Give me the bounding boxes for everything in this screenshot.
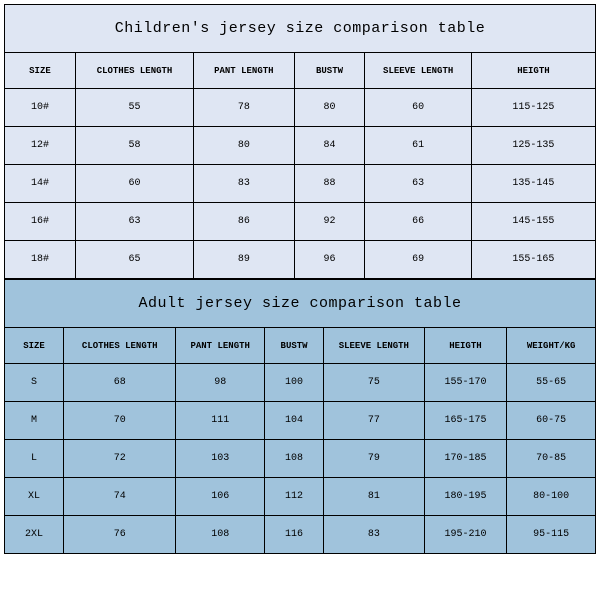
table-cell: 108 [265, 440, 324, 478]
table-cell: 106 [176, 478, 265, 516]
children-body: 10#55788060115-12512#58808461125-13514#6… [5, 89, 596, 279]
adult-size-table: Adult jersey size comparison table SIZEC… [4, 279, 596, 554]
table-cell: 104 [265, 402, 324, 440]
table-row: L7210310879170-18570-85 [5, 440, 596, 478]
table-row: 10#55788060115-125 [5, 89, 596, 127]
table-cell: 83 [194, 165, 294, 203]
table-cell: 100 [265, 364, 324, 402]
table-cell: 135-145 [471, 165, 595, 203]
table-cell: 77 [324, 402, 424, 440]
table-cell: 74 [64, 478, 176, 516]
table-cell: 155-165 [471, 241, 595, 279]
column-header: HEIGTH [424, 328, 507, 364]
column-header: BUSTW [265, 328, 324, 364]
table-cell: 69 [365, 241, 471, 279]
table-cell: 55-65 [507, 364, 596, 402]
table-cell: 14# [5, 165, 76, 203]
children-header-row: SIZECLOTHES LENGTHPANT LENGTHBUSTWSLEEVE… [5, 53, 596, 89]
table-row: 14#60838863135-145 [5, 165, 596, 203]
table-cell: 63 [365, 165, 471, 203]
table-cell: 89 [194, 241, 294, 279]
table-cell: 79 [324, 440, 424, 478]
table-cell: 111 [176, 402, 265, 440]
table-cell: L [5, 440, 64, 478]
table-cell: 180-195 [424, 478, 507, 516]
column-header: SIZE [5, 328, 64, 364]
column-header: SIZE [5, 53, 76, 89]
column-header: PANT LENGTH [176, 328, 265, 364]
table-cell: 12# [5, 127, 76, 165]
table-cell: 88 [294, 165, 365, 203]
table-cell: 103 [176, 440, 265, 478]
children-size-table: Children's jersey size comparison table … [4, 4, 596, 279]
table-cell: 60 [75, 165, 193, 203]
table-cell: 98 [176, 364, 265, 402]
table-row: 12#58808461125-135 [5, 127, 596, 165]
table-cell: 70-85 [507, 440, 596, 478]
table-cell: 72 [64, 440, 176, 478]
table-cell: 10# [5, 89, 76, 127]
table-row: M7011110477165-17560-75 [5, 402, 596, 440]
table-row: 16#63869266145-155 [5, 203, 596, 241]
table-cell: 86 [194, 203, 294, 241]
adult-body: S689810075155-17055-65M7011110477165-175… [5, 364, 596, 554]
adult-title: Adult jersey size comparison table [5, 280, 596, 328]
column-header: CLOTHES LENGTH [64, 328, 176, 364]
table-cell: 65 [75, 241, 193, 279]
column-header: CLOTHES LENGTH [75, 53, 193, 89]
children-title-row: Children's jersey size comparison table [5, 5, 596, 53]
table-cell: 76 [64, 516, 176, 554]
adult-header-row: SIZECLOTHES LENGTHPANT LENGTHBUSTWSLEEVE… [5, 328, 596, 364]
table-cell: 78 [194, 89, 294, 127]
table-cell: 80 [194, 127, 294, 165]
table-cell: 116 [265, 516, 324, 554]
table-cell: 80 [294, 89, 365, 127]
column-header: HEIGTH [471, 53, 595, 89]
table-cell: 195-210 [424, 516, 507, 554]
table-cell: 60-75 [507, 402, 596, 440]
table-cell: 165-175 [424, 402, 507, 440]
column-header: SLEEVE LENGTH [365, 53, 471, 89]
table-cell: 170-185 [424, 440, 507, 478]
table-cell: 18# [5, 241, 76, 279]
column-header: BUSTW [294, 53, 365, 89]
table-cell: 80-100 [507, 478, 596, 516]
table-row: 18#65899669155-165 [5, 241, 596, 279]
table-cell: 108 [176, 516, 265, 554]
table-cell: 95-115 [507, 516, 596, 554]
table-cell: 92 [294, 203, 365, 241]
table-row: 2XL7610811683195-21095-115 [5, 516, 596, 554]
table-cell: 66 [365, 203, 471, 241]
table-cell: 112 [265, 478, 324, 516]
table-cell: 60 [365, 89, 471, 127]
table-cell: 155-170 [424, 364, 507, 402]
table-row: S689810075155-17055-65 [5, 364, 596, 402]
table-cell: 115-125 [471, 89, 595, 127]
table-cell: 63 [75, 203, 193, 241]
column-header: SLEEVE LENGTH [324, 328, 424, 364]
column-header: WEIGHT/KG [507, 328, 596, 364]
table-cell: 2XL [5, 516, 64, 554]
table-cell: 83 [324, 516, 424, 554]
table-cell: S [5, 364, 64, 402]
table-cell: 81 [324, 478, 424, 516]
column-header: PANT LENGTH [194, 53, 294, 89]
table-cell: 61 [365, 127, 471, 165]
table-cell: 145-155 [471, 203, 595, 241]
table-cell: 84 [294, 127, 365, 165]
table-cell: 75 [324, 364, 424, 402]
table-cell: 70 [64, 402, 176, 440]
table-cell: 16# [5, 203, 76, 241]
table-cell: M [5, 402, 64, 440]
table-cell: 58 [75, 127, 193, 165]
table-cell: 125-135 [471, 127, 595, 165]
table-cell: 96 [294, 241, 365, 279]
table-cell: XL [5, 478, 64, 516]
table-cell: 68 [64, 364, 176, 402]
table-row: XL7410611281180-19580-100 [5, 478, 596, 516]
table-cell: 55 [75, 89, 193, 127]
children-title: Children's jersey size comparison table [5, 5, 596, 53]
adult-title-row: Adult jersey size comparison table [5, 280, 596, 328]
